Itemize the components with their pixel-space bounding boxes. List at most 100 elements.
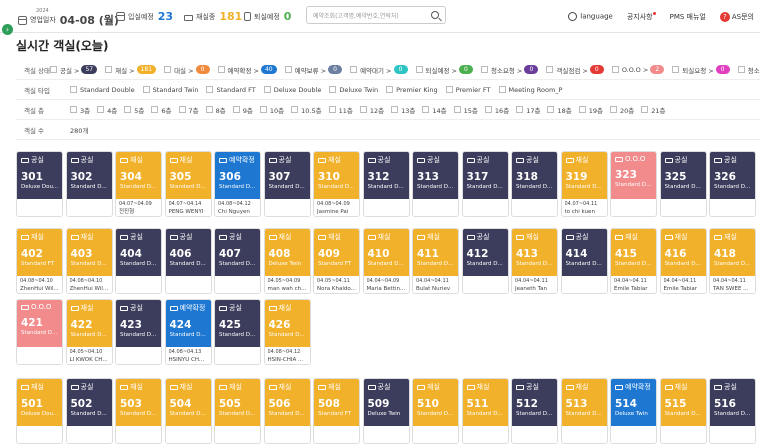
floor-option[interactable]: 12층 [359,105,384,115]
room-card[interactable]: 재실 402 Standard FT 04.08~04.10 ZhenHui Wil..… [16,228,63,294]
checkbox[interactable] [151,106,159,113]
checkbox[interactable] [422,106,430,113]
room-card[interactable]: 공실 407 Standard D... [214,228,261,294]
checkbox[interactable] [350,66,358,73]
checkbox[interactable] [205,106,213,113]
notice-link[interactable]: 공지사항 [627,11,656,22]
status-filter-option[interactable]: 대실 >0 [164,65,210,75]
checkbox[interactable] [415,66,423,73]
reservation-search-input[interactable]: 예약조회(고객명,예약번호,연락처) [306,6,446,24]
floor-option[interactable]: 4층 [97,105,117,115]
floor-option[interactable]: 10.5층 [291,105,322,115]
room-type-option[interactable]: Meeting Room_P [498,86,562,94]
room-card[interactable]: 공실 425 Standard D... [214,299,261,365]
in-house[interactable]: 재실중 181 [184,10,242,23]
floor-option[interactable]: 20층 [609,105,634,115]
room-card[interactable]: 재실 416 Standard D... 04.04~04.11 Emile Tabia… [659,228,707,294]
checkbox[interactable] [105,66,113,73]
checkbox[interactable] [672,66,680,73]
checkbox[interactable] [206,86,214,93]
floor-option[interactable]: 17층 [516,105,540,115]
room-card[interactable]: 예약확정 514 Deluxe Twin [610,378,657,444]
room-card[interactable]: 공실 318 Standard D... [511,151,558,217]
floor-option[interactable]: 16층 [484,105,509,115]
floor-option[interactable]: 15층 [453,105,478,115]
checkbox[interactable] [329,86,337,93]
checkout-expected[interactable]: 퇴실예정 0 [244,10,291,23]
checkbox[interactable] [498,86,506,93]
room-type-option[interactable]: Standard FT [206,86,256,94]
room-card[interactable]: 재실 508 Standard FT [313,378,360,444]
room-card[interactable]: 공실 412 Standard D... [461,228,509,294]
room-card[interactable]: 재실 504 Standard D... [164,378,212,444]
checkbox[interactable] [386,86,394,93]
status-filter-option[interactable]: 퇴실요청 >0 [672,65,730,75]
checkbox[interactable] [391,106,399,113]
room-card[interactable]: 재실 310 Standard D... 04.08~04.09 Jasmine Pai [313,151,360,217]
checkbox[interactable] [232,106,240,113]
room-type-option[interactable]: Premier FT [445,86,491,94]
room-card[interactable]: 재실 411 Standard D... 04.04~04.11 Bulat Nurie… [412,228,459,294]
checkbox[interactable] [611,66,619,73]
room-card[interactable]: 재실 505 Standard D... [214,378,261,444]
checkbox[interactable] [70,86,77,93]
room-card[interactable]: 공실 302 Standard D... [65,151,113,217]
room-type-option[interactable]: Standard Twin [142,86,198,94]
checkbox[interactable] [284,66,292,73]
room-card[interactable]: 재실 513 Standard D... [560,378,608,444]
status-filter-option[interactable]: 예약보류 >0 [284,65,343,75]
checkbox[interactable] [259,106,267,113]
checkbox[interactable] [484,106,492,113]
room-card[interactable]: O.O.O 323 Standard D... [610,151,657,217]
floor-option[interactable]: 8층 [205,105,226,115]
room-type-option[interactable]: Deluxe Twin [329,86,378,94]
status-filter-option[interactable]: 객실점검 >0 [546,65,604,75]
room-card[interactable]: 재실 415 Standard D... 04.04~04.11 Emile Tabia… [610,228,657,294]
room-type-option[interactable]: Deluxe Double [263,86,321,94]
room-card[interactable]: 공실 312 Standard D... [362,151,410,217]
room-card[interactable]: O.O.O 421 Standard D... [16,299,63,365]
checkbox[interactable] [70,106,77,113]
room-type-option[interactable]: Premier King [386,86,438,94]
room-card[interactable]: 공실 509 Deluxe Twin [362,378,410,444]
floor-option[interactable]: 14층 [422,105,447,115]
checkbox[interactable] [641,106,649,113]
checkbox[interactable] [359,106,367,113]
room-card[interactable]: 예약확정 306 Standard D... 04.08~04.12 Chi Nguye… [214,151,261,217]
manual-link[interactable]: PMS 매뉴얼 [670,12,706,22]
checkbox[interactable] [737,66,745,73]
room-type-option[interactable]: Standard Double [70,86,135,94]
checkbox[interactable] [453,106,461,113]
status-filter-option[interactable]: 청소요청 >0 [480,65,539,75]
status-filter-option[interactable]: 예약대기 >0 [350,65,408,75]
checkbox[interactable] [263,86,271,93]
room-card[interactable]: 재실 304 Standard D... 04.07~04.09 전진형 [115,151,162,217]
room-card[interactable]: 공실 307 Standard D... [263,151,311,217]
floor-option[interactable]: 9층 [232,105,253,115]
room-card[interactable]: 공실 301 Deluxe Dou... [16,151,63,217]
floor-option[interactable]: 21층 [641,105,666,115]
floor-option[interactable]: 3층 [70,105,90,115]
checkbox[interactable] [480,66,488,73]
room-card[interactable]: 공실 313 Standard D... [412,151,459,217]
status-filter-option[interactable]: 공실 >57 [50,65,98,75]
floor-option[interactable]: 10층 [259,105,284,115]
floor-option[interactable]: 6층 [151,105,172,115]
checkbox[interactable] [328,106,336,113]
checkbox[interactable] [124,106,132,113]
checkbox[interactable] [547,106,555,113]
language-button[interactable]: language [568,12,613,21]
checkbox[interactable] [609,106,617,113]
status-filter-option[interactable]: 예약확정 >40 [217,65,277,75]
room-card[interactable]: 공실 423 Standard D... [115,299,162,365]
room-card[interactable]: 공실 325 Standard D... [659,151,707,217]
room-card[interactable]: 재실 426 Standard D... 04.08~04.12 HSIN-CHIA .… [263,299,311,365]
floor-option[interactable]: 7층 [178,105,199,115]
checkbox[interactable] [445,86,453,93]
checkbox[interactable] [142,86,150,93]
room-card[interactable]: 재실 408 Deluxe Twin 04.05~04.09 man wah ch... [263,228,311,294]
room-card[interactable]: 재실 511 Standard D... [461,378,509,444]
room-card[interactable]: 예약확정 424 Standard D... 04.08~04.13 HSINYU CH… [164,299,212,365]
floor-option[interactable]: 19층 [578,105,603,115]
room-card[interactable]: 공실 326 Standard D... [709,151,756,217]
